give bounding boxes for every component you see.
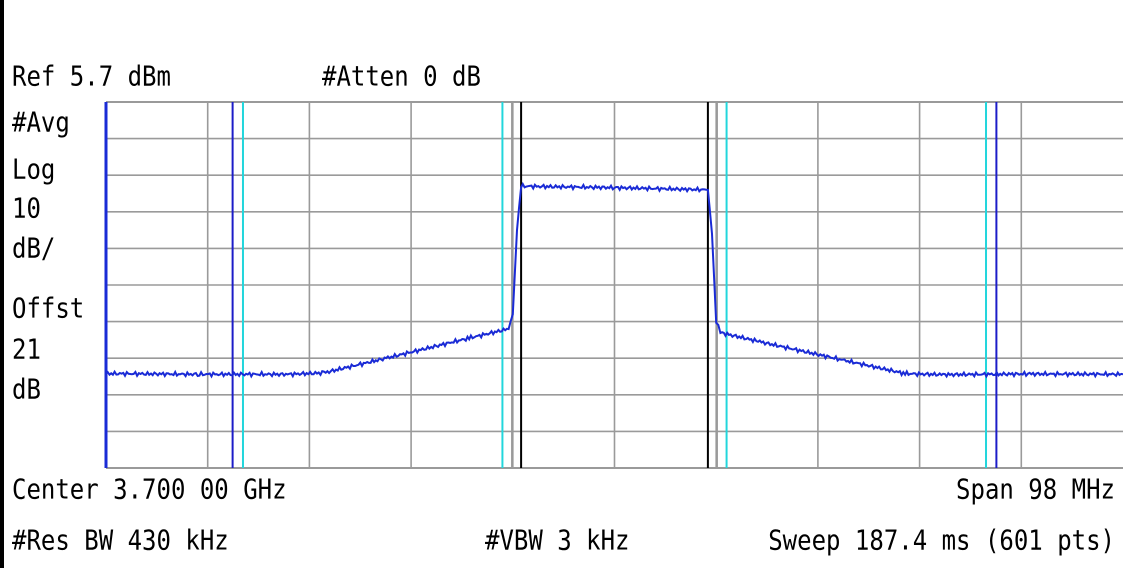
side-label-offset-value: 21 (12, 333, 41, 366)
res-bw-label: #Res BW 430 kHz (12, 524, 229, 557)
ref-level-label: Ref 5.7 dBm (12, 60, 171, 93)
side-label-dbdiv: dB/ (12, 232, 56, 265)
attenuation-label: #Atten 0 dB (322, 60, 481, 93)
spectrum-trace (105, 181, 1123, 379)
side-label-scale: 10 (12, 192, 41, 225)
side-label-offst: Offst (12, 292, 85, 325)
center-frequency-label: Center 3.700 00 GHz (12, 473, 287, 506)
side-label-log: Log (12, 153, 56, 186)
side-label-avg: #Avg (12, 106, 70, 139)
side-label-db: dB (12, 373, 41, 406)
vbw-label: #VBW 3 kHz (485, 524, 630, 557)
left-border (0, 0, 4, 568)
span-label: Span 98 MHz (956, 473, 1115, 506)
sweep-label: Sweep 187.4 ms (601 pts) (768, 524, 1115, 557)
